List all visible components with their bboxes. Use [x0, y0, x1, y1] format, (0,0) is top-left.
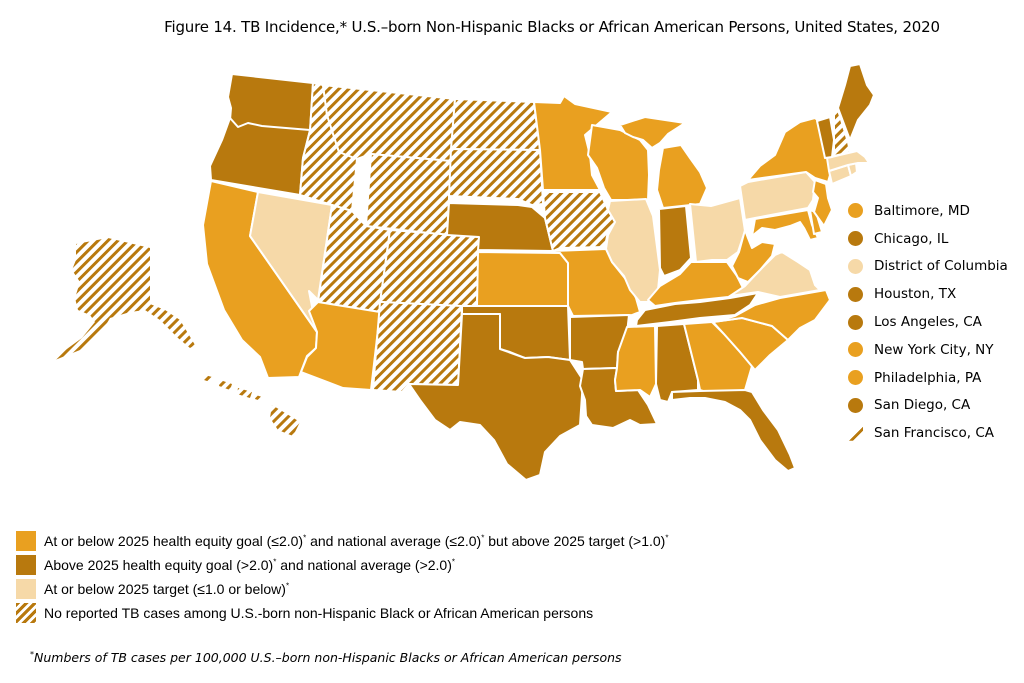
- city-legend-item: San Francisco, CA: [848, 419, 1018, 447]
- state-AK: [55, 238, 195, 360]
- legend-label: No reported TB cases among U.S.-born non…: [44, 605, 594, 621]
- city-marker-icon: [848, 203, 863, 219]
- state-MI: [619, 116, 686, 149]
- state-NH: [833, 109, 851, 157]
- state-PA: [739, 171, 816, 221]
- state-IL: [605, 198, 661, 303]
- legend-label: At or below 2025 target (≤1.0 or below)*: [44, 581, 290, 597]
- city-marker-icon: [848, 370, 863, 386]
- state-NC: [712, 289, 831, 341]
- city-marker-icon: [848, 314, 863, 330]
- city-legend: Baltimore, MD Chicago, IL District of Co…: [848, 197, 1018, 447]
- state-FL: [671, 389, 796, 472]
- city-marker-icon: [848, 258, 863, 274]
- legend-swatch-icon: [16, 579, 36, 599]
- state-MN: [533, 95, 613, 191]
- city-legend-item: District of Columbia: [848, 253, 1018, 281]
- city-marker-icon: [848, 286, 863, 302]
- state-OH: [689, 197, 746, 263]
- footnote: *Numbers of TB cases per 100,000 U.S.–bo…: [30, 649, 622, 665]
- chart-title: Figure 14. TB Incidence,* U.S.–born Non-…: [164, 18, 940, 36]
- state-SD: [448, 148, 544, 206]
- state-TX: [408, 313, 584, 481]
- legend-swatch-icon: [16, 531, 36, 551]
- state-WA: [227, 73, 314, 132]
- state-IN: [658, 205, 692, 277]
- city-legend-item: Houston, TX: [848, 280, 1018, 308]
- city-label: Los Angeles, CA: [874, 314, 982, 331]
- legend-swatch-icon: [16, 555, 36, 575]
- city-label: Philadelphia, PA: [874, 369, 982, 386]
- legend-hatch-swatch-icon: [16, 603, 36, 623]
- state-MT: [322, 84, 456, 162]
- state-ND: [450, 98, 541, 151]
- category-legend: At or below 2025 health equity goal (≤2.…: [16, 529, 668, 625]
- city-label: Houston, TX: [874, 286, 957, 303]
- city-legend-item: Los Angeles, CA: [848, 308, 1018, 336]
- city-legend-item: Chicago, IL: [848, 225, 1018, 253]
- state-TN: [635, 292, 759, 327]
- state-ME: [837, 63, 875, 141]
- city-legend-item: San Diego, CA: [848, 392, 1018, 420]
- legend-label: Above 2025 health equity goal (>2.0)* an…: [44, 557, 455, 573]
- state-KS: [476, 251, 569, 307]
- city-label: Chicago, IL: [874, 230, 949, 247]
- city-marker-icon: [848, 342, 863, 358]
- legend-item: At or below 2025 health equity goal (≤2.…: [16, 529, 668, 553]
- city-marker-icon: [848, 397, 863, 413]
- state-HI: [204, 375, 300, 436]
- city-label: District of Columbia: [874, 258, 1008, 275]
- state-WV: [731, 229, 776, 283]
- legend-item: Above 2025 health equity goal (>2.0)* an…: [16, 553, 668, 577]
- state-NM: [372, 301, 463, 393]
- legend-item: No reported TB cases among U.S.-born non…: [16, 601, 668, 625]
- city-legend-item: Philadelphia, PA: [848, 364, 1018, 392]
- city-label: New York City, NY: [874, 341, 994, 358]
- city-marker-hatch-icon: [848, 425, 863, 441]
- state-IA: [542, 191, 616, 252]
- state-CO: [379, 229, 480, 308]
- legend-label: At or below 2025 health equity goal (≤2.…: [44, 533, 669, 549]
- city-legend-item: Baltimore, MD: [848, 197, 1018, 225]
- state-MI-lower: [656, 144, 708, 209]
- city-label: San Francisco, CA: [874, 425, 994, 442]
- state-WY: [365, 153, 452, 236]
- city-label: San Diego, CA: [874, 397, 971, 414]
- state-NJ: [812, 179, 833, 227]
- city-legend-item: New York City, NY: [848, 336, 1018, 364]
- city-label: Baltimore, MD: [874, 202, 970, 219]
- legend-item: At or below 2025 target (≤1.0 or below)*: [16, 577, 668, 601]
- city-marker-icon: [848, 231, 863, 247]
